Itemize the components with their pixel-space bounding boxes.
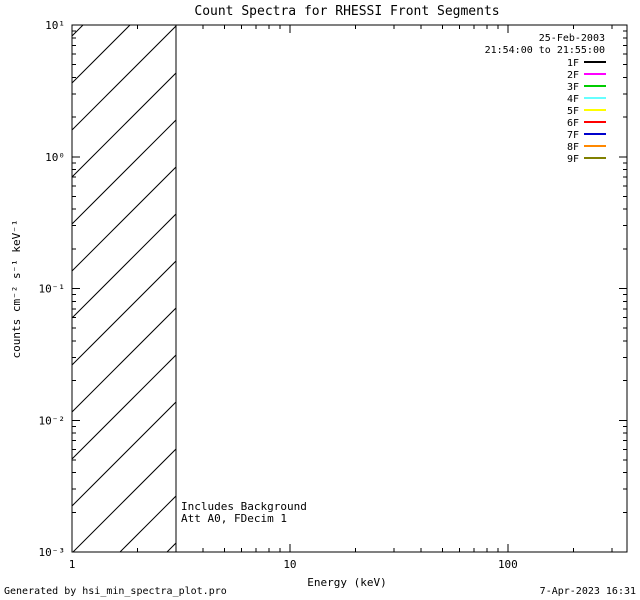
y-tick-label: 10⁰ xyxy=(45,151,65,164)
legend-label: 7F xyxy=(567,130,579,141)
hatch-line xyxy=(119,495,176,552)
hatch-line xyxy=(72,307,176,413)
hatch-line xyxy=(72,213,176,319)
legend-label: 6F xyxy=(567,118,579,129)
annotation-att-fdecim: Att A0, FDecim 1 xyxy=(181,512,287,525)
observation-date: 25-Feb-2003 xyxy=(539,33,605,44)
plot-frame xyxy=(71,24,628,553)
legend-label: 5F xyxy=(567,106,579,117)
legend-label: 3F xyxy=(567,82,579,93)
hatch-line xyxy=(72,25,176,131)
hatch-line xyxy=(72,25,131,84)
legend-label: 1F xyxy=(567,58,579,69)
y-tick-label: 10¹ xyxy=(45,19,65,32)
x-axis-label: Energy (keV) xyxy=(307,576,386,589)
legend-label: 8F xyxy=(567,142,579,153)
legend-label: 9F xyxy=(567,154,579,165)
hatch-line xyxy=(72,119,176,225)
footer-generator: Generated by hsi_min_spectra_plot.pro xyxy=(4,586,227,597)
x-tick-label: 1 xyxy=(69,558,76,571)
hatch-line xyxy=(72,401,176,507)
x-tick-label: 100 xyxy=(498,558,518,571)
hatch-line xyxy=(72,166,176,272)
footer-datetime: 7-Apr-2023 16:31 xyxy=(540,586,636,597)
hatch-line xyxy=(72,354,176,460)
observation-time-range: 21:54:00 to 21:55:00 xyxy=(485,45,605,56)
hatch-line xyxy=(72,72,176,178)
hatch-line xyxy=(72,448,176,552)
legend-label: 2F xyxy=(567,70,579,81)
y-axis-label: counts cm⁻² s⁻¹ keV⁻¹ xyxy=(10,219,23,358)
y-tick-label: 10⁻¹ xyxy=(39,283,66,296)
y-tick-label: 10⁻³ xyxy=(39,546,66,559)
chart-title: Count Spectra for RHESSI Front Segments xyxy=(194,4,499,19)
y-tick-label: 10⁻² xyxy=(39,414,66,427)
hatched-band xyxy=(72,25,176,552)
x-tick-label: 10 xyxy=(283,558,296,571)
legend-label: 4F xyxy=(567,94,579,105)
annotation-includes-background: Includes Background xyxy=(181,500,307,513)
hatch-line xyxy=(72,260,176,366)
